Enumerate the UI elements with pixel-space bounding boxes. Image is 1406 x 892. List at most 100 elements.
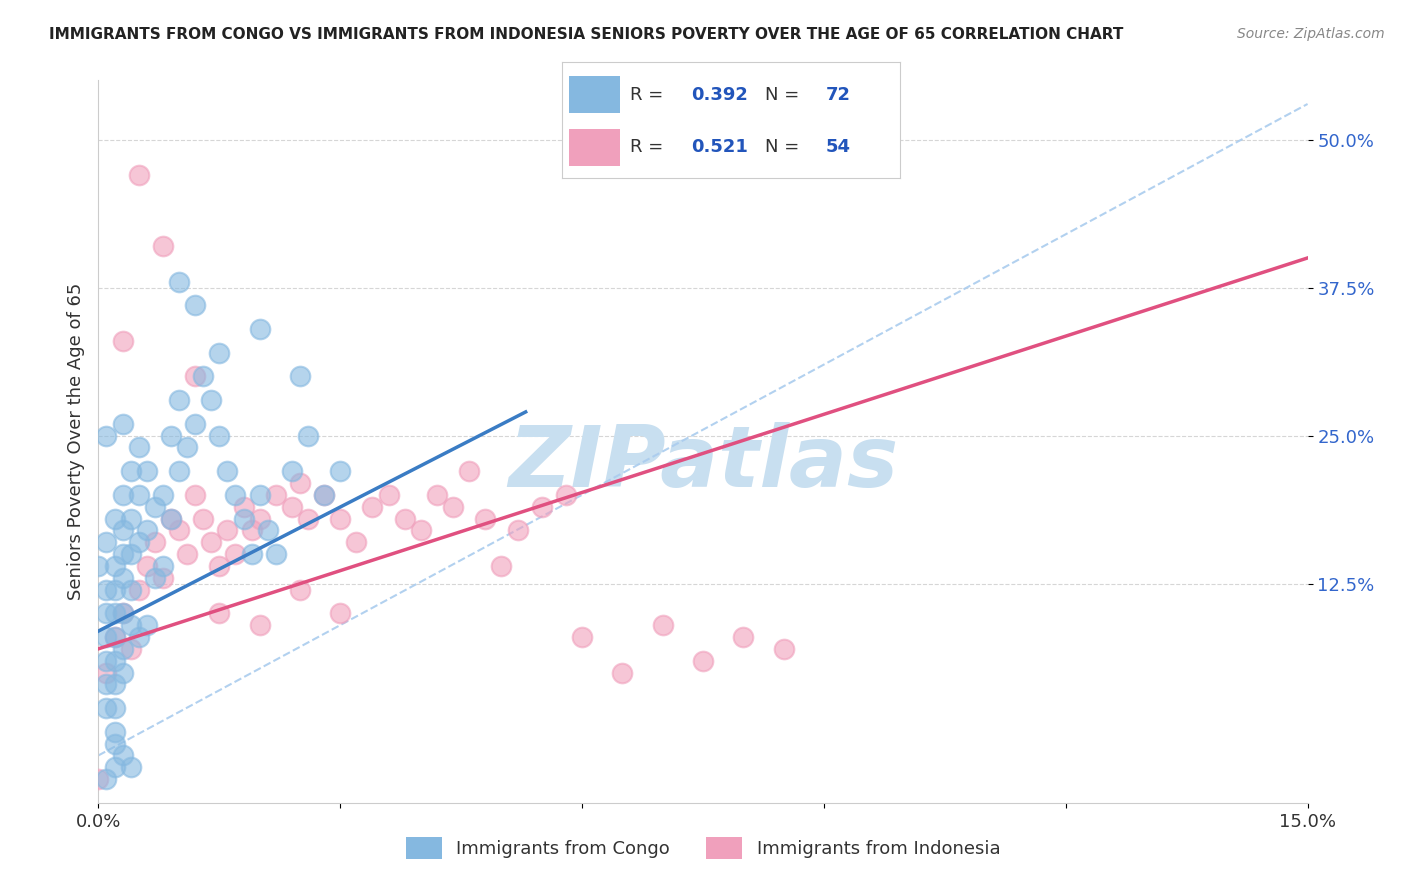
Point <box>143 571 166 585</box>
Text: N =: N = <box>765 138 804 156</box>
Point <box>111 607 134 621</box>
Point <box>128 630 150 644</box>
Point <box>120 464 142 478</box>
Point <box>111 334 134 348</box>
Point <box>329 464 352 478</box>
Point <box>160 428 183 442</box>
Point <box>120 760 142 774</box>
Point <box>152 571 174 585</box>
Point <box>506 524 529 538</box>
Point <box>409 524 432 538</box>
Point <box>103 677 125 691</box>
Point <box>232 500 254 514</box>
Point <box>555 488 578 502</box>
Point <box>329 607 352 621</box>
Point <box>167 464 190 478</box>
Point <box>297 428 319 442</box>
Point <box>160 511 183 525</box>
Point <box>249 511 271 525</box>
Text: ZIPatlas: ZIPatlas <box>508 422 898 505</box>
Point <box>143 535 166 549</box>
Point <box>111 607 134 621</box>
Point <box>120 511 142 525</box>
Text: IMMIGRANTS FROM CONGO VS IMMIGRANTS FROM INDONESIA SENIORS POVERTY OVER THE AGE : IMMIGRANTS FROM CONGO VS IMMIGRANTS FROM… <box>49 27 1123 42</box>
Point <box>288 582 311 597</box>
Point <box>329 511 352 525</box>
Point <box>491 558 513 573</box>
Point <box>208 428 231 442</box>
Point <box>120 547 142 561</box>
Point <box>128 441 150 455</box>
Point <box>96 677 118 691</box>
Point <box>96 701 118 715</box>
Point <box>111 417 134 431</box>
Point <box>441 500 464 514</box>
Point <box>87 772 110 786</box>
Point <box>281 464 304 478</box>
Point <box>458 464 481 478</box>
Point <box>474 511 496 525</box>
Point <box>240 524 263 538</box>
Point <box>111 748 134 763</box>
Point <box>288 369 311 384</box>
Text: Source: ZipAtlas.com: Source: ZipAtlas.com <box>1237 27 1385 41</box>
Y-axis label: Seniors Poverty Over the Age of 65: Seniors Poverty Over the Age of 65 <box>66 283 84 600</box>
Point <box>103 654 125 668</box>
Point <box>143 500 166 514</box>
Point <box>128 488 150 502</box>
Point <box>361 500 384 514</box>
Point <box>111 571 134 585</box>
Point <box>733 630 755 644</box>
Point <box>167 524 190 538</box>
Text: N =: N = <box>765 86 804 103</box>
Point <box>135 524 157 538</box>
Point <box>152 488 174 502</box>
Point <box>128 168 150 182</box>
Point <box>184 417 207 431</box>
Point <box>426 488 449 502</box>
Text: R =: R = <box>630 138 669 156</box>
FancyBboxPatch shape <box>569 128 620 166</box>
Point <box>200 393 222 408</box>
Point <box>249 618 271 632</box>
Point <box>240 547 263 561</box>
Point <box>128 582 150 597</box>
Point <box>135 464 157 478</box>
Point <box>264 488 287 502</box>
Point <box>111 524 134 538</box>
Point <box>176 441 198 455</box>
Point <box>103 760 125 774</box>
Point <box>612 665 634 680</box>
Text: 0.392: 0.392 <box>690 86 748 103</box>
Point <box>96 665 118 680</box>
Point <box>111 488 134 502</box>
Point <box>184 369 207 384</box>
Point <box>96 607 118 621</box>
Point <box>394 511 416 525</box>
Point <box>103 511 125 525</box>
Point <box>281 500 304 514</box>
Point <box>193 369 215 384</box>
Point <box>224 488 246 502</box>
Point <box>264 547 287 561</box>
Point <box>176 547 198 561</box>
Point <box>96 428 118 442</box>
Point <box>184 298 207 312</box>
Point <box>103 737 125 751</box>
Legend: Immigrants from Congo, Immigrants from Indonesia: Immigrants from Congo, Immigrants from I… <box>398 830 1008 866</box>
Point <box>377 488 399 502</box>
Point <box>217 524 239 538</box>
Point <box>208 607 231 621</box>
Point <box>96 630 118 644</box>
Point <box>200 535 222 549</box>
Point <box>232 511 254 525</box>
Point <box>120 618 142 632</box>
Point <box>103 701 125 715</box>
Point <box>288 475 311 490</box>
Point <box>96 772 118 786</box>
Point <box>96 654 118 668</box>
Text: 72: 72 <box>825 86 851 103</box>
Point <box>297 511 319 525</box>
Point <box>249 488 271 502</box>
Point <box>184 488 207 502</box>
